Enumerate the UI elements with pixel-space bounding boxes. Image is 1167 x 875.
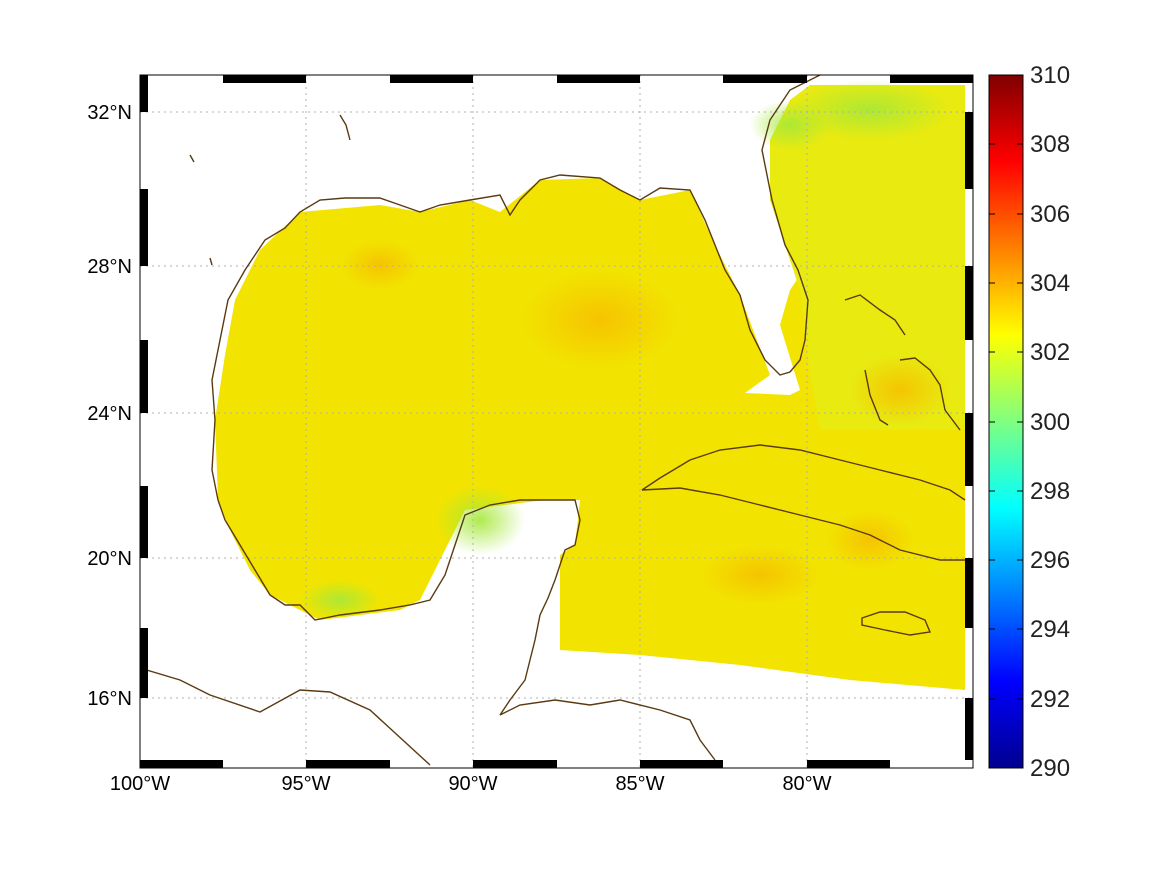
cool-patch-bay [300,580,380,620]
lon-tick-85w: 85°W [615,773,664,795]
lat-tick-labels: 16°N 20°N 24°N 28°N 32°N [87,102,132,710]
lat-tick-32n: 32°N [87,102,132,124]
cbar-label-300: 300 [1030,409,1070,436]
coastlines [140,75,966,766]
warm-patch-center [520,270,680,370]
cbar-label-308: 308 [1030,131,1070,158]
lat-tick-20n: 20°N [87,548,132,570]
lon-tick-95w: 95°W [281,773,330,795]
coast-jamaica [861,611,931,636]
cbar-label-302: 302 [1030,339,1070,366]
lon-tick-90w: 90°W [448,773,497,795]
coast-us-gulf [140,75,821,766]
coast-central-america [499,699,716,761]
lat-tick-24n: 24°N [87,403,132,425]
coast-mexico-east [217,499,581,716]
cbar-label-306: 306 [1030,201,1070,228]
colorbar: 290 292 294 296 298 300 302 304 306 308 … [988,62,1070,782]
coast-bahamas [844,294,961,431]
cbar-label-304: 304 [1030,270,1070,297]
coast-cuba [641,444,966,561]
cbar-label-296: 296 [1030,547,1070,574]
lat-tick-16n: 16°N [87,688,132,710]
warm-patch-caribbean [700,545,820,605]
lon-tick-80w: 80°W [782,773,831,795]
cbar-label-290: 290 [1030,755,1070,782]
map-frame [139,74,974,769]
warm-patch-bahamas [850,355,950,425]
cbar-label-292: 292 [1030,686,1070,713]
warm-patch-cuba [825,510,915,570]
cool-patch-campeche [435,485,525,555]
lat-tick-28n: 28°N [87,256,132,278]
warm-patch-nw [340,240,420,290]
plot-area [140,75,973,768]
colorbar-ticks [989,143,1023,700]
lon-tick-100w: 100°W [110,773,170,795]
lon-tick-labels: 100°W 95°W 90°W 85°W 80°W [110,773,832,795]
gridlines [140,75,973,768]
cbar-label-294: 294 [1030,616,1070,643]
coast-islands-north [189,114,351,266]
sst-field-atlantic [770,85,965,430]
cbar-label-310: 310 [1030,62,1070,89]
cbar-label-298: 298 [1030,478,1070,505]
cool-patch-carolina [750,100,830,150]
